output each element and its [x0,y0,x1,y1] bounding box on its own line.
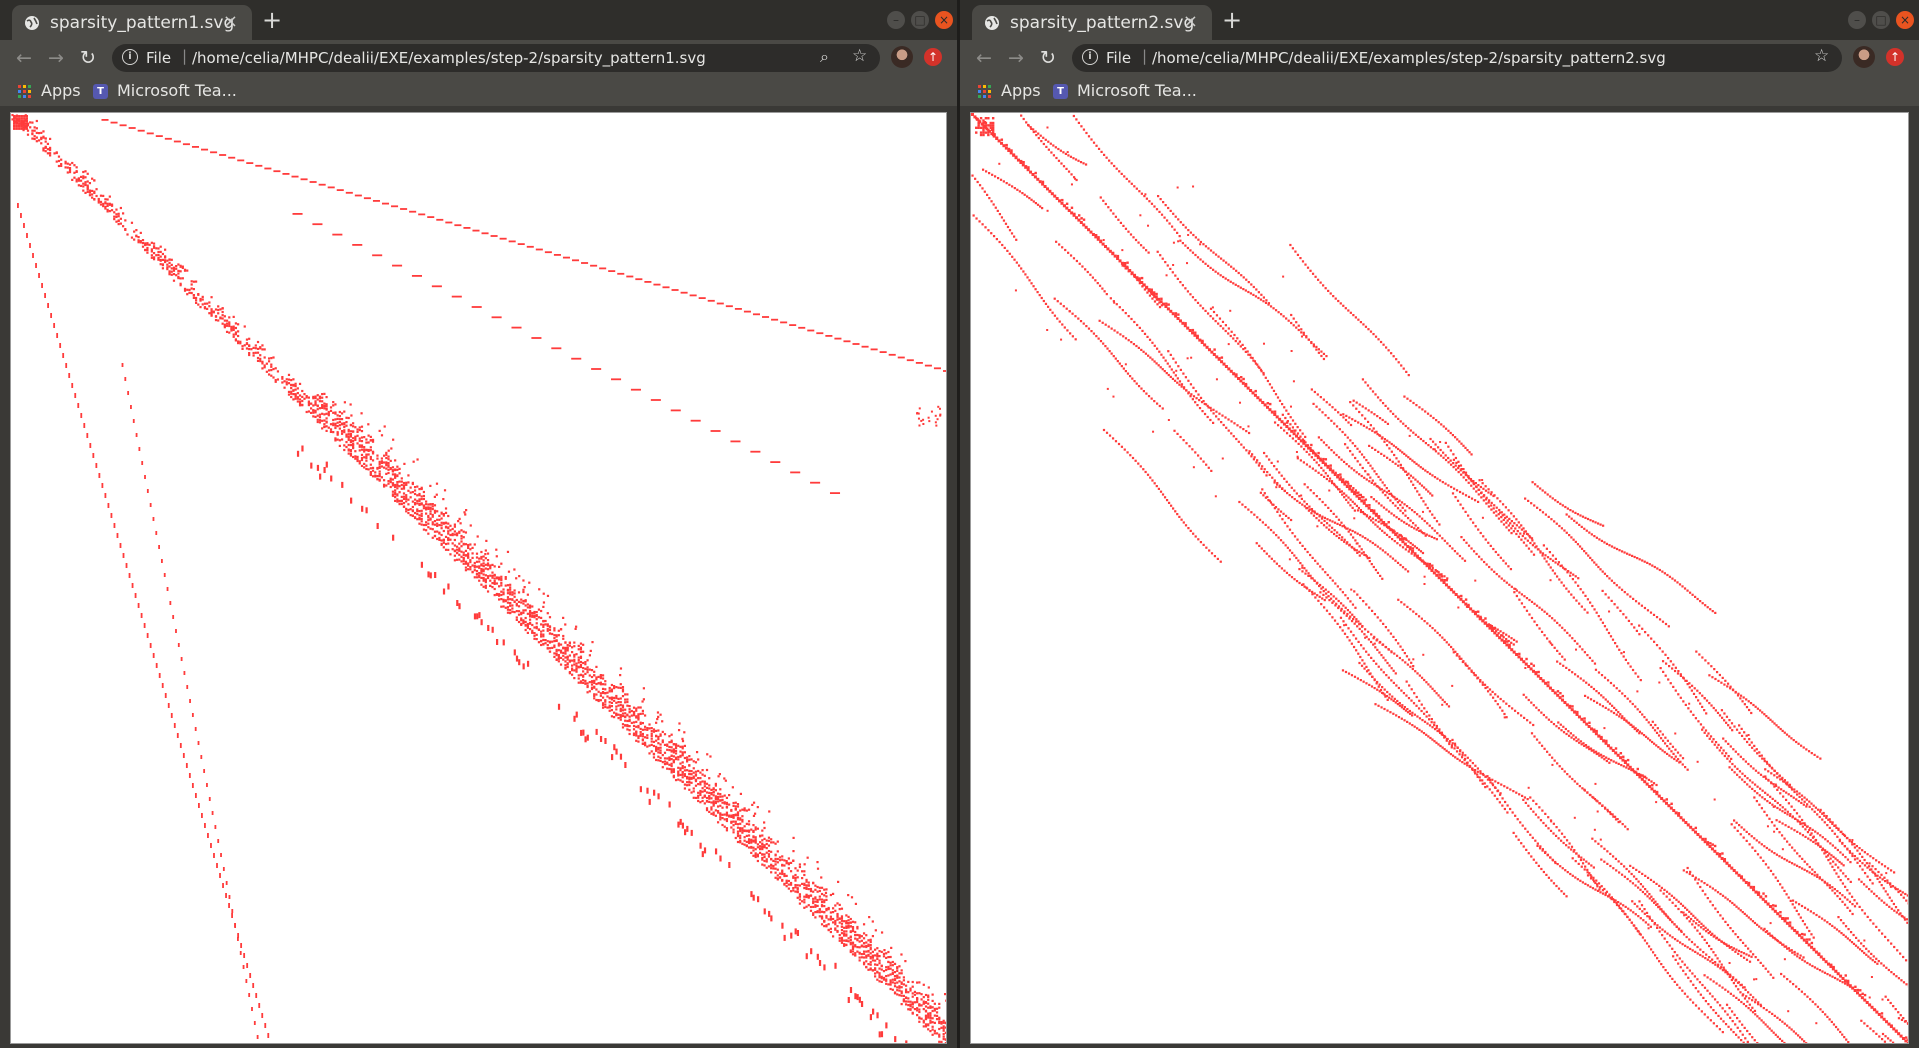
teams-icon: T [93,84,108,99]
address-bar[interactable]: i File | /home/celia/MHPC/dealii/EXE/exa… [112,44,880,72]
address-bar[interactable]: i File | /home/celia/MHPC/dealii/EXE/exa… [1072,44,1842,72]
bookmark-apps[interactable]: Apps [41,81,81,100]
maximize-icon: □ [1875,13,1887,27]
info-icon[interactable]: i [122,49,138,65]
globe-icon [25,16,39,30]
nonzero-entries [11,114,946,1043]
new-tab-button[interactable]: + [262,6,283,34]
url-text[interactable]: /home/celia/MHPC/dealii/EXE/examples/ste… [192,49,706,67]
maximize-button[interactable]: □ [911,11,929,29]
extension-icon[interactable]: ↑ [1886,48,1904,66]
url-separator: | [1142,47,1148,65]
url-scheme: File [1106,49,1132,67]
browser-window-right: sparsity_pattern2.svg × + – □ × ← → ↻ i … [960,0,1919,1048]
url-scheme: File [146,49,172,67]
sparsity-pattern-image [970,112,1909,1044]
reload-icon[interactable]: ↻ [1040,47,1056,69]
browser-window-left: sparsity_pattern1.svg × + – □ × ← → ↻ i … [0,0,957,1048]
window-divider [957,0,960,1048]
page-viewport [960,106,1919,1048]
maximize-button[interactable]: □ [1872,11,1890,29]
forward-arrow-icon[interactable]: → [48,47,64,69]
close-window-button[interactable]: × [1896,11,1914,29]
tab-close-icon[interactable]: × [222,11,238,32]
page-viewport [0,106,957,1048]
bookmark-apps[interactable]: Apps [1001,81,1041,100]
bookmark-microsoft-teams[interactable]: Microsoft Tea... [1077,81,1197,100]
url-text[interactable]: /home/celia/MHPC/dealii/EXE/examples/ste… [1152,49,1666,67]
profile-avatar-icon[interactable] [891,46,913,68]
url-separator: | [182,47,188,65]
tab-close-icon[interactable]: × [1182,11,1198,32]
minimize-icon: – [1854,13,1860,27]
star-icon[interactable]: ☆ [852,46,868,66]
minimize-button[interactable]: – [887,11,905,29]
sparsity-pattern-2-plot [971,113,1908,1043]
minimize-icon: – [893,13,899,27]
bookmark-microsoft-teams[interactable]: Microsoft Tea... [117,81,237,100]
close-window-button[interactable]: × [935,11,953,29]
close-icon: × [938,13,950,27]
back-arrow-icon[interactable]: ← [16,47,32,69]
close-icon: × [1899,13,1911,27]
globe-icon [985,16,999,30]
apps-grid-icon [18,85,31,98]
tab-sparsity-pattern2[interactable]: sparsity_pattern2.svg × [972,5,1212,40]
sparsity-pattern-image [10,112,947,1044]
reload-icon[interactable]: ↻ [80,47,96,69]
star-icon[interactable]: ☆ [1814,46,1830,66]
bookmarks-bar: Apps T Microsoft Tea... [960,76,1919,106]
extension-icon[interactable]: ↑ [924,48,942,66]
navigation-toolbar: ← → ↻ i File | /home/celia/MHPC/dealii/E… [960,40,1919,76]
maximize-icon: □ [914,13,926,27]
nonzero-entries [971,113,1908,1043]
bookmarks-bar: Apps T Microsoft Tea... [0,76,957,106]
navigation-toolbar: ← → ↻ i File | /home/celia/MHPC/dealii/E… [0,40,957,76]
back-arrow-icon[interactable]: ← [976,47,992,69]
profile-avatar-icon[interactable] [1853,46,1875,68]
tab-title: sparsity_pattern1.svg [50,13,235,33]
info-icon[interactable]: i [1082,49,1098,65]
title-bar: sparsity_pattern2.svg × + – □ × [960,0,1919,40]
teams-icon: T [1053,84,1068,99]
apps-grid-icon [978,85,991,98]
minimize-button[interactable]: – [1848,11,1866,29]
new-tab-button[interactable]: + [1222,6,1243,34]
sparsity-pattern-1-plot [11,114,946,1043]
tab-title: sparsity_pattern2.svg [1010,13,1195,33]
tab-sparsity-pattern1[interactable]: sparsity_pattern1.svg × [12,5,252,40]
zoom-icon[interactable]: ⌕ [820,47,829,66]
forward-arrow-icon[interactable]: → [1008,47,1024,69]
title-bar: sparsity_pattern1.svg × + – □ × [0,0,957,40]
